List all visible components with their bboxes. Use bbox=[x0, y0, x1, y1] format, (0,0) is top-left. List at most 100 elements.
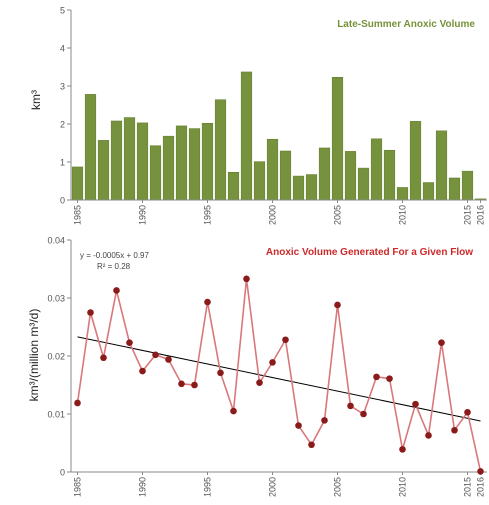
bottom-y-axis-label: km³/(million m³/d) bbox=[27, 309, 41, 402]
bar bbox=[370, 138, 383, 201]
anoxic-volume-bar-chart: Late-Summer Anoxic Volume km³ 0 1 2 3 4 5 198… bbox=[29, 6, 487, 225]
data-point bbox=[295, 422, 302, 429]
x-tick-label: 2016 bbox=[476, 205, 486, 225]
data-point bbox=[74, 399, 81, 407]
x-tick-label: 2016 bbox=[476, 477, 486, 497]
data-point bbox=[347, 402, 354, 410]
x-tick-label: 2005 bbox=[333, 477, 343, 497]
anoxic-flow-line-chart: Anoxic Volume Generated For a Given Flow… bbox=[27, 236, 487, 497]
bar bbox=[149, 145, 162, 201]
data-point bbox=[217, 369, 224, 377]
bar bbox=[305, 174, 318, 201]
data-point bbox=[178, 380, 185, 388]
y-tick-label: 1 bbox=[60, 158, 65, 168]
y-tick-label: 0.02 bbox=[47, 352, 65, 362]
data-point bbox=[412, 400, 419, 408]
x-tick-label: 1985 bbox=[73, 205, 83, 225]
bar bbox=[227, 172, 240, 201]
data-point bbox=[113, 287, 120, 294]
x-tick-label: 2015 bbox=[463, 205, 473, 225]
x-tick-label: 2000 bbox=[268, 477, 278, 497]
bar bbox=[448, 177, 461, 201]
bar bbox=[331, 77, 344, 201]
y-tick-label: 0 bbox=[60, 196, 65, 206]
data-point bbox=[204, 298, 211, 306]
data-point bbox=[139, 367, 146, 375]
bar bbox=[84, 94, 97, 201]
x-tick-label: 2010 bbox=[398, 477, 408, 497]
data-point bbox=[165, 356, 172, 363]
bar bbox=[136, 122, 149, 201]
data-point bbox=[438, 339, 445, 346]
data-point bbox=[425, 432, 432, 439]
bar bbox=[461, 170, 474, 201]
x-tick-label: 1990 bbox=[138, 205, 148, 225]
top-y-axis-label: km³ bbox=[29, 90, 43, 110]
data-point bbox=[399, 446, 406, 453]
y-tick-label: 0.01 bbox=[47, 410, 65, 420]
data-point bbox=[360, 410, 367, 418]
x-tick-label: 2005 bbox=[333, 205, 343, 225]
bar bbox=[240, 71, 253, 201]
bar bbox=[162, 135, 175, 201]
x-tick-label: 2000 bbox=[268, 205, 278, 225]
data-point bbox=[269, 359, 276, 366]
data-point bbox=[191, 381, 198, 389]
bar bbox=[292, 175, 305, 201]
series-line bbox=[76, 278, 482, 472]
bottom-chart-title: Anoxic Volume Generated For a Given Flow bbox=[266, 247, 473, 258]
data-point bbox=[87, 309, 94, 316]
bar bbox=[253, 161, 266, 201]
data-point bbox=[152, 351, 159, 359]
x-tick-label: 1995 bbox=[203, 205, 213, 225]
y-tick-label: 4 bbox=[60, 44, 65, 54]
y-tick-label: 0.03 bbox=[47, 294, 65, 304]
bar bbox=[97, 140, 110, 201]
bar bbox=[279, 150, 292, 201]
top-bars bbox=[71, 71, 487, 201]
bottom-y-ticks: 0 0.01 0.02 0.03 0.04 bbox=[47, 236, 71, 478]
data-point bbox=[282, 336, 289, 344]
bar bbox=[383, 149, 396, 201]
x-tick-label: 1990 bbox=[138, 477, 148, 497]
data-point bbox=[100, 354, 107, 362]
data-point bbox=[373, 373, 380, 381]
y-tick-label: 2 bbox=[60, 120, 65, 130]
x-tick-label: 1985 bbox=[73, 477, 83, 497]
bar bbox=[435, 130, 448, 201]
trendline bbox=[77, 336, 481, 422]
bar bbox=[409, 121, 422, 201]
bar bbox=[214, 99, 227, 201]
series-markers bbox=[74, 275, 484, 475]
y-tick-label: 3 bbox=[60, 82, 65, 92]
bar bbox=[175, 125, 188, 201]
data-point bbox=[126, 339, 133, 346]
top-y-ticks: 0 1 2 3 4 5 bbox=[60, 6, 71, 206]
bar bbox=[201, 122, 214, 201]
data-point bbox=[321, 417, 328, 424]
bar bbox=[123, 117, 136, 201]
bar bbox=[357, 167, 370, 201]
regression-equation: y = -0.0005x + 0.97 bbox=[80, 251, 149, 260]
bar bbox=[188, 128, 201, 201]
data-point bbox=[386, 375, 393, 382]
y-tick-label: 0.04 bbox=[47, 236, 65, 246]
data-point bbox=[334, 301, 341, 309]
data-point bbox=[451, 426, 458, 434]
bar bbox=[396, 187, 409, 201]
bar bbox=[71, 166, 84, 201]
r-squared-label: R² = 0.28 bbox=[97, 262, 131, 271]
bottom-x-ticks: 1985 1990 1995 2000 2005 2010 2015 2016 bbox=[73, 472, 486, 497]
data-point bbox=[464, 408, 471, 416]
data-point bbox=[243, 275, 250, 283]
bar bbox=[110, 120, 123, 201]
data-point bbox=[230, 407, 237, 415]
data-point bbox=[256, 379, 263, 386]
data-point bbox=[308, 441, 315, 449]
bar bbox=[318, 147, 331, 201]
x-tick-label: 2010 bbox=[398, 205, 408, 225]
data-point bbox=[477, 468, 484, 475]
top-chart-title: Late-Summer Anoxic Volume bbox=[337, 19, 475, 30]
